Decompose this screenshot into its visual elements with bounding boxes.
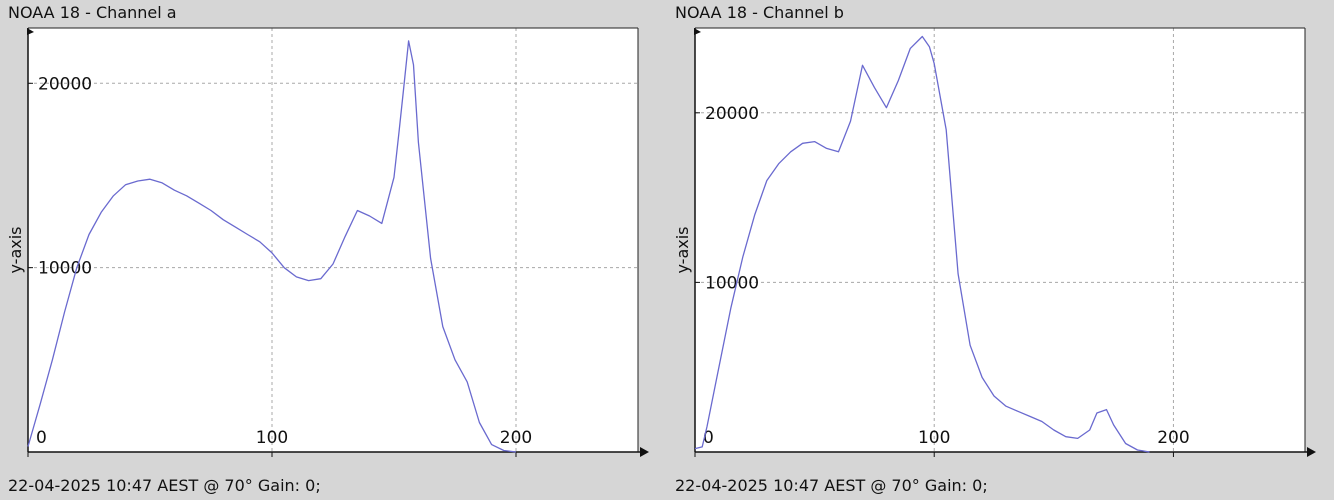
x-tick-label: 0 xyxy=(36,428,47,448)
x-axis-arrow xyxy=(1307,447,1316,457)
x-axis-arrow xyxy=(640,447,649,457)
x-tick-label: 100 xyxy=(256,428,288,448)
y-axis-label: y-axis xyxy=(673,226,692,273)
series-line xyxy=(27,40,517,453)
chart-plot-channel-b: 0 100 200 10000 20000 y-axis xyxy=(673,27,1316,457)
series-line xyxy=(694,35,1150,453)
chart-plot-channel-a: 0 100 200 10000 20000 y-axis xyxy=(6,27,649,457)
x-tick-label: 200 xyxy=(500,428,532,448)
x-tick-label: 0 xyxy=(703,428,714,448)
y-tick-label: 10000 xyxy=(38,259,92,279)
y-axis-arrow xyxy=(27,28,34,35)
chart-panel-channel-a: NOAA 18 - Channel a 0 100 200 10000 20000 y-a… xyxy=(6,3,649,495)
y-tick-label: 20000 xyxy=(705,104,759,124)
y-tick-label: 10000 xyxy=(705,273,759,293)
chart-panel-channel-b: NOAA 18 - Channel b 0 100 200 10000 20000 y-a… xyxy=(667,0,1334,500)
y-tick-label: 20000 xyxy=(38,74,92,94)
x-tick-label: 200 xyxy=(1157,428,1189,448)
capture-info-text: 22-04-2025 10:47 AEST @ 70° Gain: 0; xyxy=(675,476,988,495)
capture-info-text: 22-04-2025 10:47 AEST @ 70° Gain: 0; xyxy=(8,476,321,495)
y-axis-label: y-axis xyxy=(6,226,25,273)
chart-title: NOAA 18 - Channel a xyxy=(8,3,177,22)
y-axis-arrow xyxy=(694,28,701,35)
chart-title: NOAA 18 - Channel b xyxy=(675,3,844,22)
x-tick-label: 100 xyxy=(918,428,950,448)
plot-area xyxy=(695,28,1305,452)
plot-area xyxy=(28,28,638,452)
